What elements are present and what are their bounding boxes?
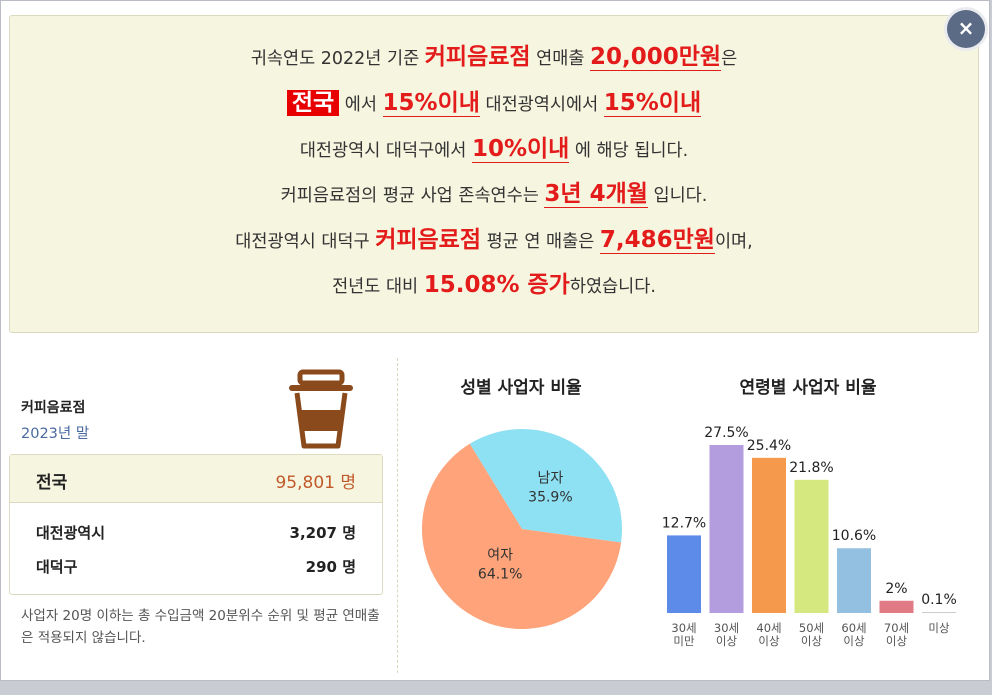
summary-text: 전년도 대비 xyxy=(332,277,424,297)
summary-text: 에 해당 됩니다. xyxy=(569,141,689,161)
summary-text: 연매출 xyxy=(530,49,590,69)
business-type-highlight: 커피음료점 xyxy=(375,227,482,253)
bar-category-label: 이상 xyxy=(886,634,908,648)
bar-category-label: 30세 xyxy=(671,621,696,635)
city-count: 3,207 명 xyxy=(289,524,356,542)
summary-line-4: 커피음료점의 평균 사업 존속연수는 3년 4개월 입니다. xyxy=(10,179,978,211)
summary-text: 에서 xyxy=(339,95,383,115)
bar-category-label: 이상 xyxy=(801,634,823,648)
bar-1 xyxy=(709,445,744,613)
close-button[interactable]: × xyxy=(947,10,985,48)
business-type-highlight: 커피음료점 xyxy=(424,44,531,70)
summary-line-3: 대전광역시 대덕구에서 10%이내 에 해당 됩니다. xyxy=(10,134,978,166)
age-chart-title: 연령별 사업자 비율 xyxy=(739,378,877,398)
summary-line-2: 전국 에서 15%이내 대전광역시에서 15%이내 xyxy=(10,88,978,120)
summary-text: 은 xyxy=(721,49,738,69)
bar-category-label: 이상 xyxy=(716,634,738,648)
pie-slice-label: 남자 xyxy=(538,470,564,486)
national-rank-highlight: 15%이내 xyxy=(382,90,480,117)
summary-text: 대전광역시 대덕구에서 xyxy=(299,141,472,161)
survival-years-highlight: 3년 4개월 xyxy=(544,181,648,208)
summary-text: 평균 연 매출은 xyxy=(481,232,600,252)
bar-value-label: 27.5% xyxy=(704,425,748,441)
business-year: 2023년 말 xyxy=(21,426,90,442)
bar-category-label: 70세 xyxy=(884,621,909,635)
bar-value-label: 21.8% xyxy=(789,460,833,476)
pie-slice-value: 35.9% xyxy=(528,489,572,505)
district-rank-highlight: 10%이내 xyxy=(471,136,570,163)
bar-value-label: 25.4% xyxy=(747,438,791,454)
popup-window: 귀속연도 2022년 기준 커피음료점 연매출 20,000만원은 전국 에서 … xyxy=(0,0,990,681)
business-name: 커피음료점 xyxy=(21,400,86,416)
bar-category-label: 30세 xyxy=(714,621,739,635)
national-count: 95,801 명 xyxy=(275,473,356,493)
pie-slice-label: 여자 xyxy=(487,548,513,564)
bar-category-label: 미만 xyxy=(673,634,695,648)
summary-line-5: 대전광역시 대덕구 커피음료점 평균 연 매출은 7,486만원이며, xyxy=(10,225,978,257)
district-label: 대덕구 xyxy=(36,558,78,576)
summary-text: 대전광역시에서 xyxy=(479,95,604,115)
bar-category-label: 이상 xyxy=(758,634,780,648)
summary-line-1: 귀속연도 2022년 기준 커피음료점 연매출 20,000만원은 xyxy=(10,42,978,74)
national-label: 전국 xyxy=(36,473,68,493)
summary-text: 입니다. xyxy=(647,186,708,206)
bar-value-label: 0.1% xyxy=(921,592,957,608)
region-badge: 전국 xyxy=(286,90,340,116)
bar-6 xyxy=(922,612,956,613)
city-rank-highlight: 15%이내 xyxy=(603,90,702,117)
district-count: 290 명 xyxy=(305,558,356,576)
pie-slice-value: 64.1% xyxy=(478,567,522,583)
gender-pie-chart: 남자 35.9% 여자 64.1% xyxy=(422,429,622,629)
summary-panel: 귀속연도 2022년 기준 커피음료점 연매출 20,000만원은 전국 에서 … xyxy=(9,15,979,333)
bar-category-label: 50세 xyxy=(799,621,824,635)
age-bar-chart: 12.7%30세미만27.5%30세이상25.4%40세이상21.8%50세이상… xyxy=(662,425,957,648)
summary-text: 이며, xyxy=(714,232,753,252)
bar-4 xyxy=(837,548,871,613)
pie-slice-1 xyxy=(422,443,622,629)
bar-5 xyxy=(879,600,914,613)
business-count-table: 전국 95,801 명 대전광역시 3,207 명 대덕구 290 명 xyxy=(9,454,383,595)
bar-category-label: 40세 xyxy=(756,621,781,635)
city-label: 대전광역시 xyxy=(36,524,106,542)
bar-value-label: 12.7% xyxy=(662,515,706,531)
summary-text: 귀속연도 2022년 기준 xyxy=(250,49,425,69)
summary-text: 커피음료점의 평균 사업 존속연수는 xyxy=(280,186,545,206)
bar-2 xyxy=(752,457,786,613)
section-divider xyxy=(397,358,398,673)
bar-category-label: 미상 xyxy=(928,621,950,635)
bar-value-label: 2% xyxy=(885,581,907,597)
bar-category-label: 이상 xyxy=(843,634,865,648)
annual-sales-highlight: 20,000만원 xyxy=(590,44,722,71)
bar-category-label: 60세 xyxy=(841,621,866,635)
summary-text: 대전광역시 대덕구 xyxy=(235,232,376,252)
bar-0 xyxy=(667,535,701,613)
average-sales-highlight: 7,486만원 xyxy=(599,227,715,254)
close-icon[interactable]: × xyxy=(957,16,975,40)
coffee-cup-icon xyxy=(289,369,353,449)
summary-line-6: 전년도 대비 15.08% 증가하였습니다. xyxy=(10,270,978,302)
sales-change-highlight: 15.08% 증가 xyxy=(423,272,570,298)
footnote: 사업자 20명 이하는 총 수입금액 20분위수 순위 및 평균 연매출은 적용… xyxy=(21,608,380,646)
summary-text: 하였습니다. xyxy=(569,277,656,297)
bar-value-label: 10.6% xyxy=(832,528,876,544)
pie-slice-0 xyxy=(469,429,622,543)
bar-3 xyxy=(794,479,829,613)
national-count-row: 전국 95,801 명 xyxy=(10,455,382,503)
gender-chart-title: 성별 사업자 비율 xyxy=(460,378,582,398)
